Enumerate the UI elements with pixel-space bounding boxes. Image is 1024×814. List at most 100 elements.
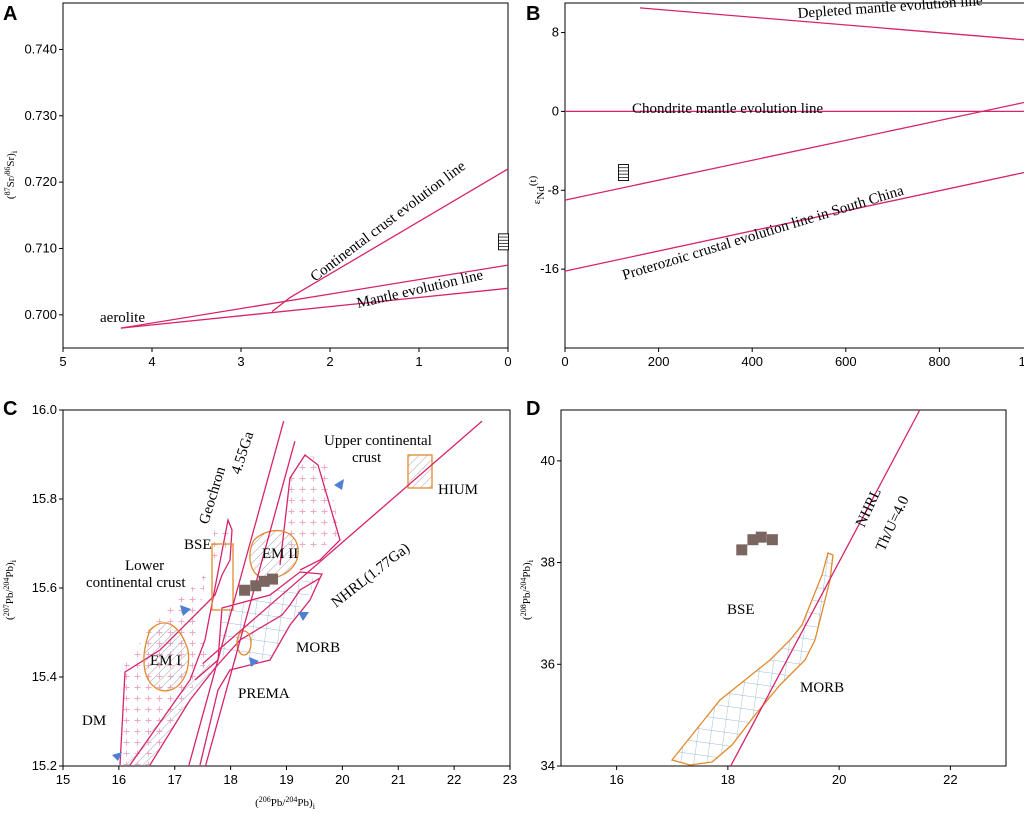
panel-a-x-tick-label: 4: [148, 354, 155, 369]
panel-b-x-tick-label: 800: [929, 354, 951, 369]
panel-d-line-0: [730, 409, 921, 767]
panel-c-xlabel: (206Pb/204Pb)i: [255, 795, 316, 811]
region-hium: [407, 454, 433, 489]
region-em1-fill: [143, 622, 189, 691]
arrow-prema: [249, 657, 259, 667]
label-mantle-evolution-line: Mantle evolution line: [355, 267, 485, 312]
outline-lower-crust: [119, 517, 233, 766]
sample-point: [267, 573, 279, 585]
panel-b-line-0: [639, 7, 1024, 41]
label-lower-crust-2: continental crust: [86, 575, 186, 591]
region-morb-d: [670, 552, 834, 766]
region-em2-fill: [249, 530, 299, 579]
panel-b-x-tick-label: 600: [835, 354, 857, 369]
panel-d-y-tick-label: 34: [541, 758, 555, 773]
label-dm: DM: [82, 713, 106, 729]
label-depleted-mantle-evolution-line: Depleted mantle evolution line: [797, 0, 983, 22]
panel-c-line-1: [204, 441, 296, 767]
panel-c-x-tick-label: 19: [279, 772, 293, 787]
sample-point: [766, 534, 778, 546]
label-em1: EM I: [150, 653, 181, 669]
panel-c-x-tick-label: 18: [223, 772, 237, 787]
panel-d-x-tick-label: 18: [721, 772, 735, 787]
panel-a-y-tick-label: 0.710: [24, 240, 57, 255]
panel-a-y-tick-label: 0.720: [24, 174, 57, 189]
panel-a-x-tick-label: 2: [326, 354, 333, 369]
panel-c-ylabel: (207Pb/204Pb)i: [2, 559, 18, 620]
panel-c-y-tick-label: 15.4: [32, 669, 57, 684]
sample-box: [618, 164, 629, 181]
sample-point: [239, 584, 251, 596]
panel-a-line-0: [271, 168, 509, 313]
panel-a-x-tick-label: 5: [59, 354, 66, 369]
panel-a-y-tick-label: 0.700: [24, 307, 57, 322]
panel-a-frame: [62, 2, 509, 349]
panel-a-sample-symbol: [498, 233, 509, 251]
label-continental-crust-evolution-line: Continental crust evolution line: [308, 158, 469, 285]
panel-c-x-tick-label: 15: [56, 772, 70, 787]
label-bse: BSE: [184, 537, 212, 553]
region-morb-grid: [218, 575, 320, 660]
panel-a-x-tick-label: 0: [504, 354, 511, 369]
label-nhrl-c: NHRL(1.77Ga): [329, 540, 413, 611]
panel-c-x-tick-label: 23: [503, 772, 517, 787]
panel-b-x-tick-label: 0: [561, 354, 568, 369]
sample-point: [747, 534, 759, 546]
panel-b-x-tick-label: 200: [648, 354, 670, 369]
sample-box: [498, 233, 509, 251]
region-upper-crust-fill: [280, 455, 340, 560]
panel-b-line-3: [564, 171, 1024, 272]
panel-c-x-tick-label: 20: [335, 772, 349, 787]
panel-a-letter: A: [3, 3, 17, 25]
sample-point: [258, 575, 270, 587]
arrow-morb: [298, 612, 309, 621]
label-morb-c: MORB: [296, 640, 340, 656]
label-prema: PREMA: [238, 686, 290, 702]
panel-c-line-0: [188, 420, 285, 767]
panel-b-ylabel: εNd(t): [527, 175, 547, 204]
panel-c-x-tick-label: 21: [391, 772, 405, 787]
label-geochron: Geochron: [197, 464, 230, 526]
panel-d-x-tick-label: 22: [943, 772, 957, 787]
panel-b-frame: [564, 2, 1024, 349]
region-prema: [236, 630, 252, 656]
sample-point: [755, 531, 767, 543]
arrow-upper-crust: [334, 479, 344, 490]
outline-morb-lower: [199, 577, 321, 766]
panel-b: B 0 200 400 600 800 1000 8 0 -8 -16 εNd(t) Deple…: [526, 0, 1024, 369]
panel-d-ylabel: (208Pb/204Pb)i: [519, 559, 535, 620]
panel-c-y-tick-label: 15.8: [32, 491, 57, 506]
outline-dm-morb: [149, 571, 324, 766]
panel-b-letter: B: [526, 3, 540, 25]
panel-a-line-2: [120, 287, 509, 329]
panel-c-x-tick-label: 17: [168, 772, 182, 787]
arrow-dm: [112, 752, 122, 761]
label-upper-crust-1: Upper continental: [324, 433, 432, 449]
region-em1: [143, 622, 190, 692]
panel-d-frame: [560, 409, 1007, 767]
panel-d-y-tick-label: 38: [541, 555, 555, 570]
label-upper-crust-2: crust: [352, 450, 382, 466]
arrow-lower-crust: [180, 605, 191, 616]
panel-c-arrows: [112, 479, 344, 761]
panel-b-x-tick-label: 1000: [1019, 354, 1024, 369]
outline-upper-crust: [279, 454, 341, 571]
region-bse: [211, 543, 234, 611]
panel-b-line-2: [564, 101, 1024, 201]
panel-a-x-tick-label: 1: [415, 354, 422, 369]
panel-a-y-tick-label: 0.730: [24, 108, 57, 123]
panel-b-sample-symbol: [618, 164, 629, 181]
panel-b-y-tick-label: 8: [552, 25, 559, 40]
label-bse-d: BSE: [727, 602, 755, 618]
label-nhrl-d: NHRL: [853, 486, 885, 530]
panel-b-y-tick-label: -16: [540, 261, 559, 276]
label-chondrite-mantle-evolution-line: Chondrite mantle evolution line: [632, 101, 824, 117]
panel-c-x-tick-label: 22: [447, 772, 461, 787]
panel-a: A 5 4 3 2 1 0 0.700 0.710 0.720 0.730 0.740 (87Sr…: [3, 2, 512, 369]
region-em2: [249, 529, 299, 579]
sample-point: [736, 544, 748, 556]
label-aerolite: aerolite: [100, 310, 145, 326]
panel-a-y-tick-label: 0.740: [24, 41, 57, 56]
